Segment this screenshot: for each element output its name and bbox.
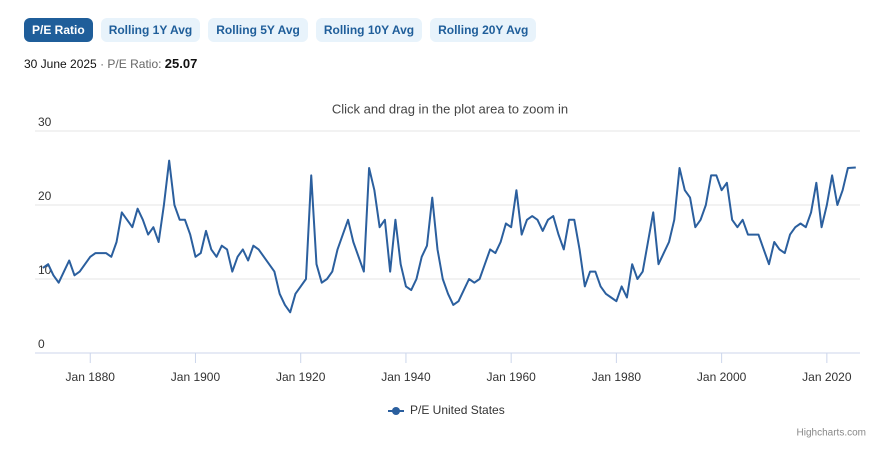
button[interactable]: Rolling 1Y Avg: [100, 18, 201, 42]
chart-subtitle: Click and drag in the plot area to zoom …: [332, 101, 568, 116]
value: 25.07: [164, 56, 198, 71]
separator: ·: [100, 57, 105, 71]
info-line: 30 June 2025 · P/E Ratio: 25.07: [24, 56, 197, 71]
button[interactable]: P/E Ratio: [24, 18, 93, 42]
range-buttons: P/E Ratio Rolling 1Y Avg Rolling 5Y Avg …: [24, 18, 537, 42]
button[interactable]: Rolling 5Y Avg: [208, 18, 308, 42]
y-tick-label: 30: [38, 115, 52, 129]
x-tick-label: Jan 1900: [171, 370, 221, 384]
x-tick-label: Jan 1940: [381, 370, 431, 384]
legend-marker: [392, 407, 400, 415]
series-line: [42, 159, 856, 314]
x-tick-label: Jan 1960: [486, 370, 536, 384]
y-tick-label: 0: [38, 337, 45, 351]
date: 30 June 2025: [24, 57, 97, 71]
y-tick-label: 20: [38, 189, 52, 203]
credits[interactable]: Highcharts.com: [797, 428, 866, 439]
button[interactable]: Rolling 20Y Avg: [430, 18, 537, 42]
x-tick-label: Jan 1980: [592, 370, 642, 384]
label: P/E Ratio:: [107, 57, 162, 71]
legend-label[interactable]: P/E United States: [410, 403, 505, 417]
button[interactable]: Rolling 10Y Avg: [315, 18, 423, 42]
x-tick-label: Jan 1880: [66, 370, 116, 384]
x-tick-label: Jan 1920: [276, 370, 326, 384]
x-tick-label: Jan 2020: [802, 370, 852, 384]
x-tick-label: Jan 2000: [697, 370, 747, 384]
